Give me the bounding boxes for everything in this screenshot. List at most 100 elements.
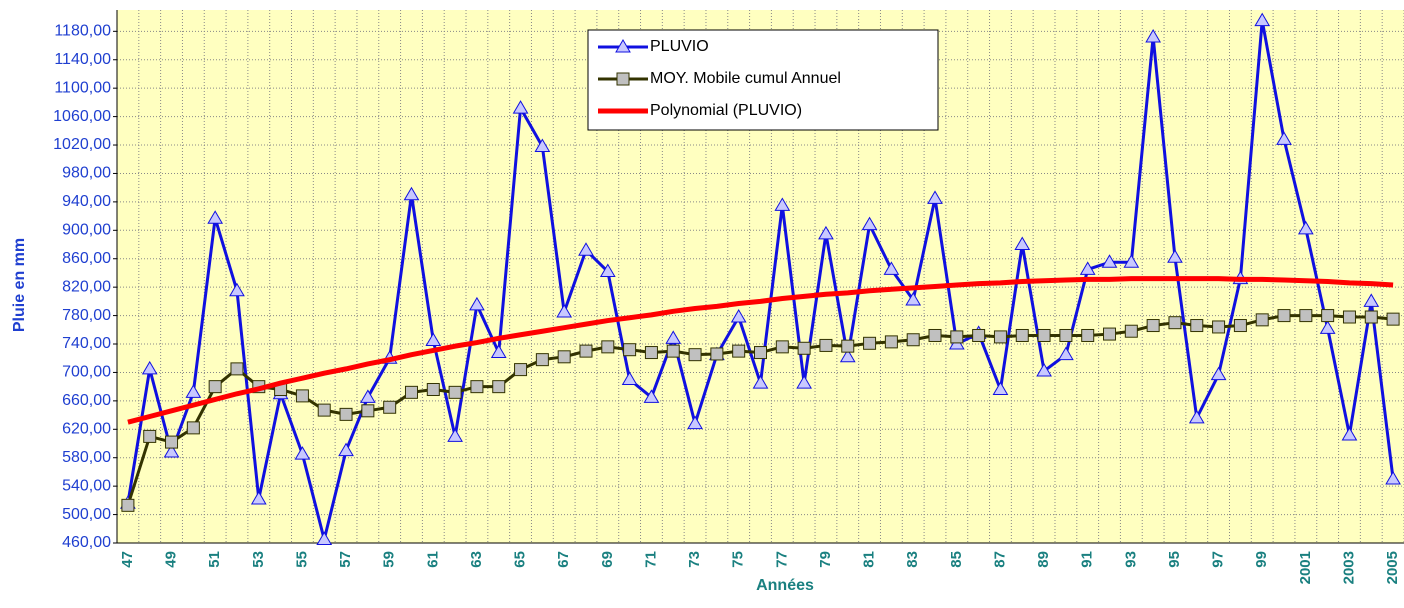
point: [141, 360, 158, 375]
x-tick-label: 67: [555, 551, 572, 568]
point: [1167, 249, 1183, 263]
point: [972, 328, 986, 342]
point: [425, 332, 442, 346]
point: [796, 375, 812, 389]
point: [1364, 310, 1378, 324]
point: [361, 404, 375, 418]
y-tick-label: 500,00: [62, 506, 111, 523]
point: [1123, 254, 1140, 268]
x-tick-label: 91: [1079, 551, 1096, 568]
y-tick-label: 1060,00: [53, 108, 111, 125]
point: [1319, 320, 1336, 334]
point: [557, 350, 571, 364]
point: [512, 100, 529, 114]
point: [841, 339, 855, 353]
point: [861, 216, 878, 231]
point: [250, 490, 267, 505]
x-tick-label: 75: [730, 551, 747, 568]
point: [775, 340, 789, 354]
x-tick-label: 2001: [1297, 551, 1314, 584]
point: [230, 362, 244, 376]
point: [774, 197, 791, 211]
x-tick-label: 81: [861, 551, 878, 568]
point: [666, 344, 680, 358]
point: [665, 330, 682, 344]
point: [1277, 309, 1291, 323]
point: [863, 336, 877, 350]
point: [1299, 309, 1313, 323]
x-tick-label: 71: [642, 551, 659, 568]
x-tick-label: 69: [599, 551, 616, 568]
x-tick-label: 87: [991, 551, 1008, 568]
point: [469, 296, 485, 311]
point: [185, 384, 202, 398]
point: [1101, 254, 1118, 268]
x-tick-label: 49: [163, 551, 180, 568]
x-tick-label: 51: [206, 551, 223, 568]
point: [1188, 409, 1205, 424]
point: [1386, 312, 1400, 326]
point: [578, 242, 594, 256]
point: [839, 348, 856, 363]
point: [163, 444, 180, 458]
point: [754, 346, 767, 360]
point: [295, 389, 309, 403]
point: [927, 190, 943, 204]
point: [819, 338, 833, 352]
x-tick-label: 77: [773, 551, 790, 568]
y-tick-label: 940,00: [62, 193, 111, 210]
point: [1146, 319, 1160, 333]
point: [688, 348, 702, 362]
point: [1321, 309, 1335, 323]
point: [732, 344, 746, 358]
point: [601, 340, 615, 354]
y-tick-label: 1100,00: [54, 79, 111, 96]
y-tick-label: 740,00: [62, 335, 111, 352]
point: [905, 291, 922, 306]
point: [1036, 363, 1052, 377]
point: [317, 403, 331, 417]
point: [1081, 328, 1095, 342]
x-tick-label: 99: [1253, 551, 1270, 568]
point: [1210, 366, 1227, 381]
point: [534, 138, 551, 152]
x-tick-label: 95: [1166, 551, 1183, 568]
y-tick-label: 980,00: [62, 165, 111, 182]
x-tick-label: 53: [250, 551, 267, 568]
point: [1059, 328, 1073, 342]
x-tick-label: 47: [119, 551, 136, 568]
point: [1014, 236, 1031, 251]
point: [207, 210, 224, 224]
x-tick-label: 83: [904, 551, 921, 568]
point: [208, 380, 222, 394]
point: [1124, 324, 1138, 338]
point: [143, 429, 157, 443]
y-tick-label: 1020,00: [53, 136, 111, 153]
point: [1037, 328, 1051, 342]
legend-label: PLUVIO: [650, 38, 709, 55]
y-tick-label: 900,00: [62, 222, 111, 239]
x-tick-label: 97: [1210, 551, 1227, 568]
point: [1363, 293, 1380, 307]
point: [426, 382, 440, 396]
legend-marker: [615, 39, 631, 53]
y-tick-label: 1140,00: [54, 51, 111, 68]
point: [621, 371, 638, 386]
point: [906, 333, 920, 347]
point: [448, 385, 462, 399]
x-tick-label: 65: [512, 551, 529, 568]
point: [1233, 319, 1247, 333]
x-tick-label: 61: [424, 551, 441, 568]
point: [359, 389, 376, 403]
y-tick-label: 460,00: [62, 534, 111, 551]
y-tick-label: 540,00: [62, 477, 111, 494]
x-tick-label: 85: [948, 551, 965, 568]
point: [1079, 261, 1096, 275]
x-tick-label: 57: [337, 551, 354, 568]
point: [950, 330, 964, 344]
point: [599, 263, 616, 278]
point: [383, 400, 397, 414]
legend-label: Polynomial (PLUVIO): [650, 102, 802, 119]
point: [165, 435, 179, 449]
